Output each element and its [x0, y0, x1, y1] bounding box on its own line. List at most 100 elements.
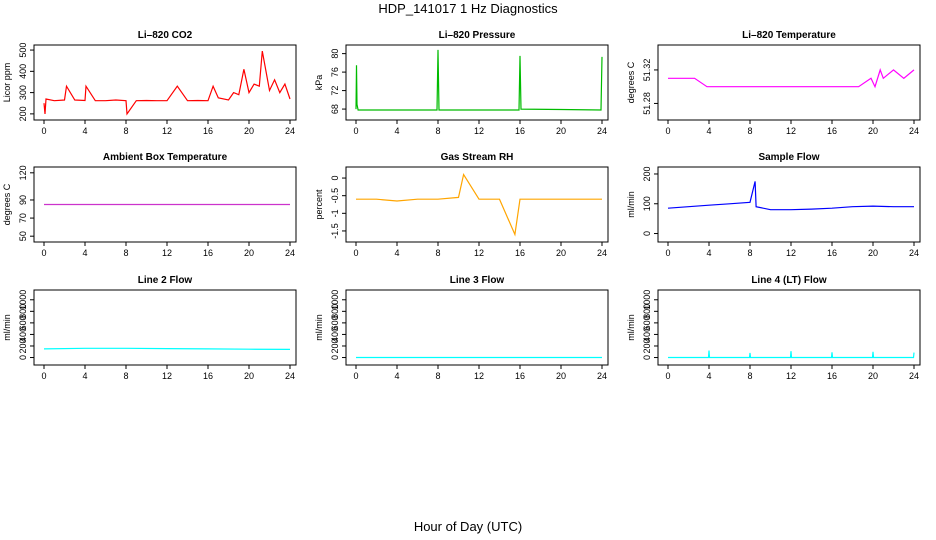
x-tick-label: 24 [909, 371, 919, 381]
x-tick-label: 12 [786, 126, 796, 136]
series-line [356, 172, 602, 237]
y-tick-label: 200 [18, 338, 28, 353]
x-tick-label: 24 [597, 126, 607, 136]
y-tick-label: 800 [330, 304, 340, 319]
x-tick-label: 16 [827, 371, 837, 381]
x-tick-label: 4 [394, 248, 399, 258]
y-tick-label: 800 [642, 304, 652, 319]
y-tick-label: 400 [330, 327, 340, 342]
x-tick-label: 8 [747, 126, 752, 136]
y-axis-label: degrees C [626, 61, 636, 103]
y-tick-label: -1 [330, 209, 340, 217]
y-axis-label: ml/min [626, 191, 636, 218]
y-tick-label: 51.28 [642, 92, 652, 115]
y-tick-label: 200 [330, 338, 340, 353]
x-tick-label: 16 [827, 248, 837, 258]
x-tick-label: 20 [244, 248, 254, 258]
y-tick-label: 90 [18, 195, 28, 205]
x-tick-label: 24 [597, 371, 607, 381]
y-tick-label: 1000 [642, 290, 652, 310]
x-tick-label: 24 [909, 126, 919, 136]
x-tick-label: 0 [353, 126, 358, 136]
x-tick-label: 0 [41, 371, 46, 381]
y-axis-label: percent [314, 189, 324, 220]
x-tick-label: 12 [474, 371, 484, 381]
y-axis-label: kPa [314, 75, 324, 91]
x-tick-label: 8 [123, 371, 128, 381]
y-tick-label: 80 [330, 49, 340, 59]
y-tick-label: 0 [330, 355, 340, 360]
x-tick-label: 8 [747, 371, 752, 381]
figure-title: HDP_141017 1 Hz Diagnostics [378, 1, 558, 16]
series-line [43, 347, 291, 350]
panel-title: Gas Stream RH [441, 152, 514, 163]
x-tick-label: 0 [353, 371, 358, 381]
plot-frame [657, 44, 921, 121]
x-tick-label: 4 [82, 371, 87, 381]
x-tick-label: 8 [123, 248, 128, 258]
x-tick-label: 20 [556, 371, 566, 381]
series-line [43, 50, 291, 116]
x-tick-label: 8 [435, 248, 440, 258]
y-tick-label: 500 [18, 43, 28, 58]
y-tick-label: 68 [330, 104, 340, 114]
x-tick-label: 8 [747, 248, 752, 258]
x-tick-label: 24 [285, 248, 295, 258]
x-tick-label: 4 [394, 371, 399, 381]
y-tick-label: 600 [18, 315, 28, 330]
panel-6: Sample Flow ml/min 0 4 8 12 16 20 24 0 100 200 [626, 152, 921, 258]
x-tick-label: 16 [515, 371, 525, 381]
x-tick-label: 24 [597, 248, 607, 258]
y-axis-label: ml/min [626, 314, 636, 341]
plot-frame [33, 166, 297, 243]
x-tick-label: 16 [203, 371, 213, 381]
y-tick-label: 1000 [18, 290, 28, 310]
y-tick-label: 100 [642, 196, 652, 211]
x-tick-label: 12 [786, 248, 796, 258]
plot-frame [657, 166, 921, 243]
y-tick-label: 120 [18, 165, 28, 180]
y-tick-label: 0 [642, 355, 652, 360]
panel-9: Line 4 (LT) Flow ml/min 0 4 8 12 16 20 24 0 200400… [626, 275, 921, 381]
y-axis-label: ml/min [314, 314, 324, 341]
plot-frame [345, 289, 609, 366]
y-tick-label: 800 [18, 304, 28, 319]
x-axis-label: Hour of Day (UTC) [414, 519, 522, 534]
y-tick-label: 72 [330, 86, 340, 96]
x-tick-label: 12 [162, 248, 172, 258]
y-tick-label: -1.5 [330, 223, 340, 239]
x-tick-label: 20 [868, 126, 878, 136]
plot-frame [33, 289, 297, 366]
x-tick-label: 0 [41, 126, 46, 136]
series-line [668, 68, 915, 89]
x-tick-label: 24 [285, 371, 295, 381]
y-tick-label: 200 [642, 338, 652, 353]
y-tick-label: -0.5 [330, 188, 340, 204]
y-tick-label: 0 [18, 355, 28, 360]
x-tick-label: 20 [556, 248, 566, 258]
x-tick-label: 4 [394, 126, 399, 136]
plot-frame [345, 166, 609, 243]
y-tick-label: 50 [18, 231, 28, 241]
x-tick-label: 12 [474, 126, 484, 136]
panel-1: Li–820 CO2 Licor ppm 0 4 8 12 16 20 24 200 300 400 5… [2, 30, 297, 136]
x-tick-label: 0 [353, 248, 358, 258]
plot-frame [345, 44, 609, 121]
y-tick-label: 400 [18, 327, 28, 342]
x-tick-label: 20 [868, 248, 878, 258]
y-tick-label: 200 [642, 166, 652, 181]
panel-title: Line 2 Flow [138, 275, 193, 286]
series-line [668, 350, 915, 359]
panel-2: Li–820 Pressure kPa 0 4 8 12 16 20 24 68 72 76 80 [314, 30, 609, 136]
y-tick-label: 0 [642, 231, 652, 236]
x-tick-label: 4 [82, 126, 87, 136]
x-tick-label: 24 [285, 126, 295, 136]
x-tick-label: 4 [706, 371, 711, 381]
y-axis-label: degrees C [2, 183, 12, 225]
x-tick-label: 16 [827, 126, 837, 136]
x-tick-label: 0 [665, 248, 670, 258]
panel-5: Gas Stream RH percent 0 4 8 12 16 20 24 -1.5 -1 -0.… [314, 152, 609, 258]
panel-7: Line 2 Flow ml/min 0 4 8 12 16 20 24 0 20040060080… [2, 275, 297, 381]
x-tick-label: 16 [515, 248, 525, 258]
